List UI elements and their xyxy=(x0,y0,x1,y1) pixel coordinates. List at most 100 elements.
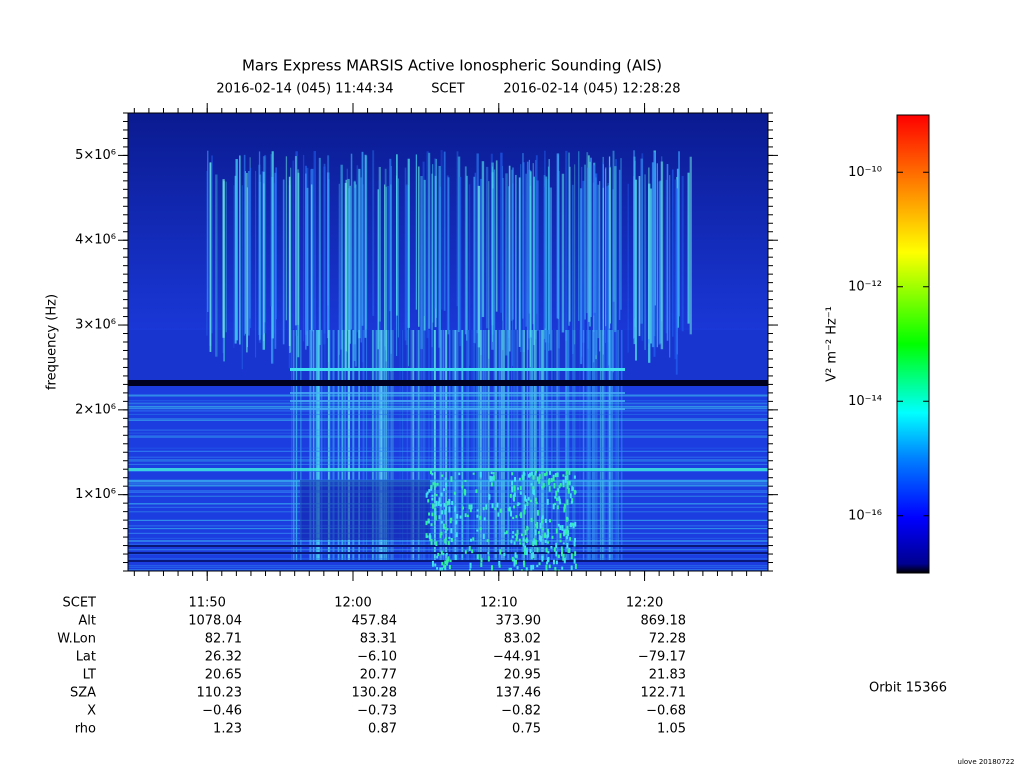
spec-noise xyxy=(426,491,429,495)
spec-hline xyxy=(128,435,768,437)
spec-stripe xyxy=(678,151,680,317)
spec-noise xyxy=(511,486,514,493)
spec-noise xyxy=(562,482,565,488)
spec-stripe xyxy=(534,330,536,560)
spec-stripe xyxy=(390,184,392,372)
spec-stripe xyxy=(454,330,457,560)
spec-noise xyxy=(434,511,437,515)
spec-stripe xyxy=(453,330,456,560)
spec-noise xyxy=(552,559,555,565)
spec-stripe xyxy=(476,153,479,334)
spec-noise xyxy=(498,560,501,566)
spec-noise xyxy=(511,556,514,562)
spec-stripe xyxy=(607,330,610,560)
spec-hline xyxy=(128,436,768,438)
ephemeris-value: 26.32 xyxy=(205,650,242,665)
spec-noise xyxy=(571,486,574,491)
spec-noise xyxy=(443,502,446,507)
spec-stripe xyxy=(439,330,442,560)
spec-stripe xyxy=(438,330,441,560)
x-tick-label: 12:10 xyxy=(480,596,517,611)
spec-hline xyxy=(128,506,768,508)
spec-noise xyxy=(536,521,539,525)
spec-noise xyxy=(554,496,557,499)
spec-stripe xyxy=(508,165,511,352)
spec-stripe xyxy=(556,330,558,560)
spec-stripe xyxy=(548,159,550,335)
spec-stripe xyxy=(309,330,311,560)
spec-stripe xyxy=(526,330,529,560)
spec-stripe xyxy=(418,330,420,560)
spec-stripe xyxy=(587,155,590,322)
spec-stripe xyxy=(449,330,451,560)
ephemeris-label: Alt xyxy=(78,614,96,629)
spec-stripe xyxy=(526,330,528,560)
spec-stripe xyxy=(568,152,570,326)
spec-stripe xyxy=(651,162,655,348)
spec-stripe xyxy=(384,184,386,347)
spec-noise xyxy=(532,486,535,490)
colorbar-tick-label: 10⁻¹⁴ xyxy=(848,394,882,409)
spec-stripe xyxy=(573,330,576,560)
spec-noise xyxy=(507,507,510,512)
spec-noise xyxy=(461,506,464,510)
spec-stripe xyxy=(467,330,470,560)
spec-hline xyxy=(128,394,768,396)
spec-stripe xyxy=(539,330,541,560)
spec-stripe xyxy=(529,330,532,560)
spec-noise xyxy=(458,472,461,476)
spec-hline xyxy=(128,450,768,452)
spec-noise xyxy=(545,569,548,571)
spec-stripe xyxy=(318,157,321,346)
spec-hline xyxy=(128,450,768,452)
spec-noise xyxy=(523,509,526,515)
spec-stripe xyxy=(525,173,527,327)
spec-noise xyxy=(437,501,440,506)
spec-noise xyxy=(567,548,570,553)
spec-noise xyxy=(508,567,511,571)
spec-stripe xyxy=(659,180,662,344)
spec-noise xyxy=(566,525,569,531)
spec-noise xyxy=(524,529,527,536)
spec-noise xyxy=(434,563,437,567)
spec-noise xyxy=(530,517,533,522)
ephemeris-value: 1.23 xyxy=(213,722,242,737)
spec-stripe xyxy=(620,158,622,310)
spec-stripe xyxy=(467,330,469,560)
spec-noise xyxy=(561,552,564,557)
spec-stripe xyxy=(347,178,350,331)
spec-noise xyxy=(554,502,557,506)
spec-noise xyxy=(541,555,544,562)
spec-stripe xyxy=(239,155,241,345)
spec-stripe xyxy=(572,184,574,354)
spec-noise xyxy=(546,534,549,539)
spec-stripe xyxy=(264,154,267,334)
spec-stripe xyxy=(681,175,684,332)
spec-noise xyxy=(551,535,554,539)
ephemeris-value: −0.46 xyxy=(202,704,242,719)
spec-stripe xyxy=(445,330,448,560)
spec-noise xyxy=(508,506,511,512)
spec-noise xyxy=(573,537,576,542)
spec-noise xyxy=(566,499,569,506)
spec-stripe xyxy=(406,330,409,560)
spec-noise xyxy=(442,523,445,529)
spec-stripe xyxy=(274,172,277,349)
spec-stripe xyxy=(397,178,399,338)
spec-stripe xyxy=(592,330,595,560)
spec-stripe xyxy=(380,330,382,560)
spec-hline xyxy=(128,410,768,412)
spec-stripe xyxy=(607,185,610,366)
spec-stripe xyxy=(516,330,519,560)
spec-noise xyxy=(571,498,574,503)
spec-hline xyxy=(290,400,625,402)
spec-noise xyxy=(563,529,566,536)
spec-noise xyxy=(476,514,479,518)
spec-noise xyxy=(555,560,558,565)
spec-noise xyxy=(556,505,559,510)
spec-noise xyxy=(444,561,447,565)
spec-noise xyxy=(524,547,527,550)
spec-stripe xyxy=(346,330,349,560)
spec-stripe xyxy=(447,177,450,335)
